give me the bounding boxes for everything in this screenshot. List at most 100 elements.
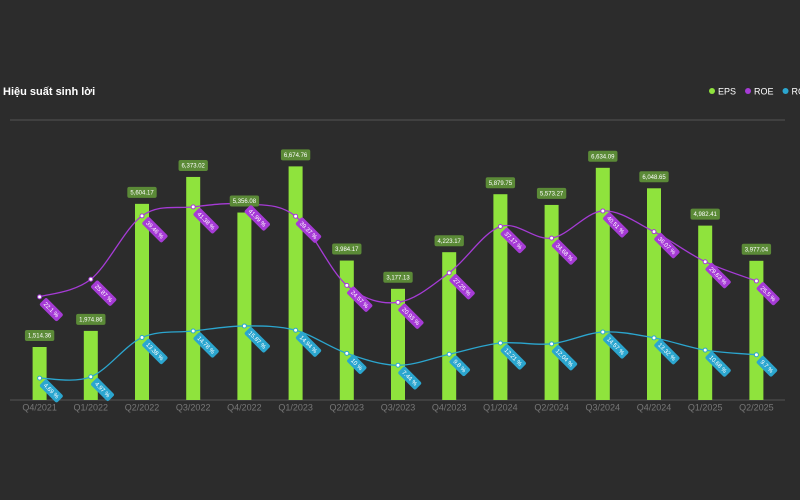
point [190,204,196,210]
value-label: 5,604.17 [127,186,157,198]
value-label-text: 6,674.76 [284,153,308,159]
value-label-box [690,208,720,220]
legend-marker [709,88,715,94]
value-label: 4,223.17 [434,235,464,247]
value-label-text: 3,984.17 [335,247,359,253]
bar [595,167,610,400]
value-label-box [500,227,526,254]
value-label-text: 1,974.86 [79,317,103,323]
value-label-box [500,344,526,370]
value-label-box [551,239,578,265]
value-label-box [449,274,475,300]
value-label: 5,573.27 [536,187,567,199]
point [395,362,401,368]
value-label-text: 5,356.08 [233,199,257,205]
x-tick-label: Q1/2023 [278,402,313,412]
value-label-box [244,327,270,353]
x-tick-label: Q1/2022 [74,402,109,412]
value-label-box [91,280,117,306]
point [549,235,555,241]
value-label-box [347,354,367,374]
point [497,340,503,346]
value-label-text: 6,373.02 [182,164,206,170]
bar [32,346,47,400]
x-tick-label: Q4/2022 [227,402,262,412]
bar [135,203,149,400]
legend-marker [782,88,789,94]
x-tick-label: Q2/2024 [534,402,569,412]
point [395,299,401,305]
point [293,213,299,219]
point [651,335,657,341]
point [293,327,299,333]
value-label: 3,977.04 [741,243,772,255]
value-label-text: 5,879.75 [489,181,513,187]
point [190,328,196,334]
value-label-box [398,303,424,329]
point [600,329,606,335]
value-label-box [398,366,422,390]
x-tick-label: Q4/2024 [637,402,672,412]
line [39,202,757,304]
point [88,276,94,282]
value-label-box [449,355,470,377]
point [139,213,145,219]
point [497,224,503,230]
bar [544,204,559,400]
chart-title: Hiệu suất sinh lời [3,86,95,98]
value-label-box [705,351,731,377]
value-label-box [756,356,778,377]
value-label-box [24,329,55,341]
value-label-box [280,149,311,161]
x-tick-label: Q4/2021 [22,402,57,412]
value-label-box [603,212,629,238]
point [241,323,247,329]
value-label-box [383,271,413,283]
value-label-box [588,150,618,162]
x-tick-label: Q2/2022 [125,402,160,412]
point [702,259,708,265]
value-label-box [178,159,208,171]
value-label-box [229,195,260,207]
value-label: 5,879.75 [485,177,516,189]
point [446,270,452,276]
value-label-box [551,345,578,371]
point [37,294,43,300]
x-tick-label: Q1/2024 [483,402,518,412]
value-label: 4,982.41 [690,208,720,220]
value-label-box [39,298,63,322]
value-label-box [295,217,322,243]
value-label-text: 4,223.17 [438,239,462,245]
bar [698,225,713,400]
value-label-box [654,339,680,365]
legend-label: ROA [792,86,800,96]
bar [288,166,303,400]
value-label-box [295,331,322,357]
value-label: 1,974.86 [76,313,106,325]
value-label-text: 6,048.65 [642,175,666,181]
value-label-box [244,205,270,231]
value-label-text: 5,573.27 [540,192,564,198]
point [139,335,145,341]
value-label-box [193,332,219,358]
value-label: 6,048.65 [639,171,669,183]
x-tick-label: Q3/2023 [381,402,416,412]
value-label-box [76,313,106,325]
bar [237,212,252,400]
point [753,278,759,284]
value-label-text: 3,177.13 [386,275,410,281]
value-label-box [654,232,680,259]
point [446,351,452,357]
x-tick-label: Q1/2025 [688,402,723,412]
value-label-box [127,186,157,198]
x-tick-label: Q3/2022 [176,402,211,412]
value-label-box [434,235,464,247]
value-label: 6,634.09 [588,150,618,162]
point [88,374,94,380]
point [344,350,350,356]
value-label: 1,514.36 [24,329,55,341]
value-label-text: 5,604.17 [130,190,154,196]
value-label-box [639,171,669,183]
